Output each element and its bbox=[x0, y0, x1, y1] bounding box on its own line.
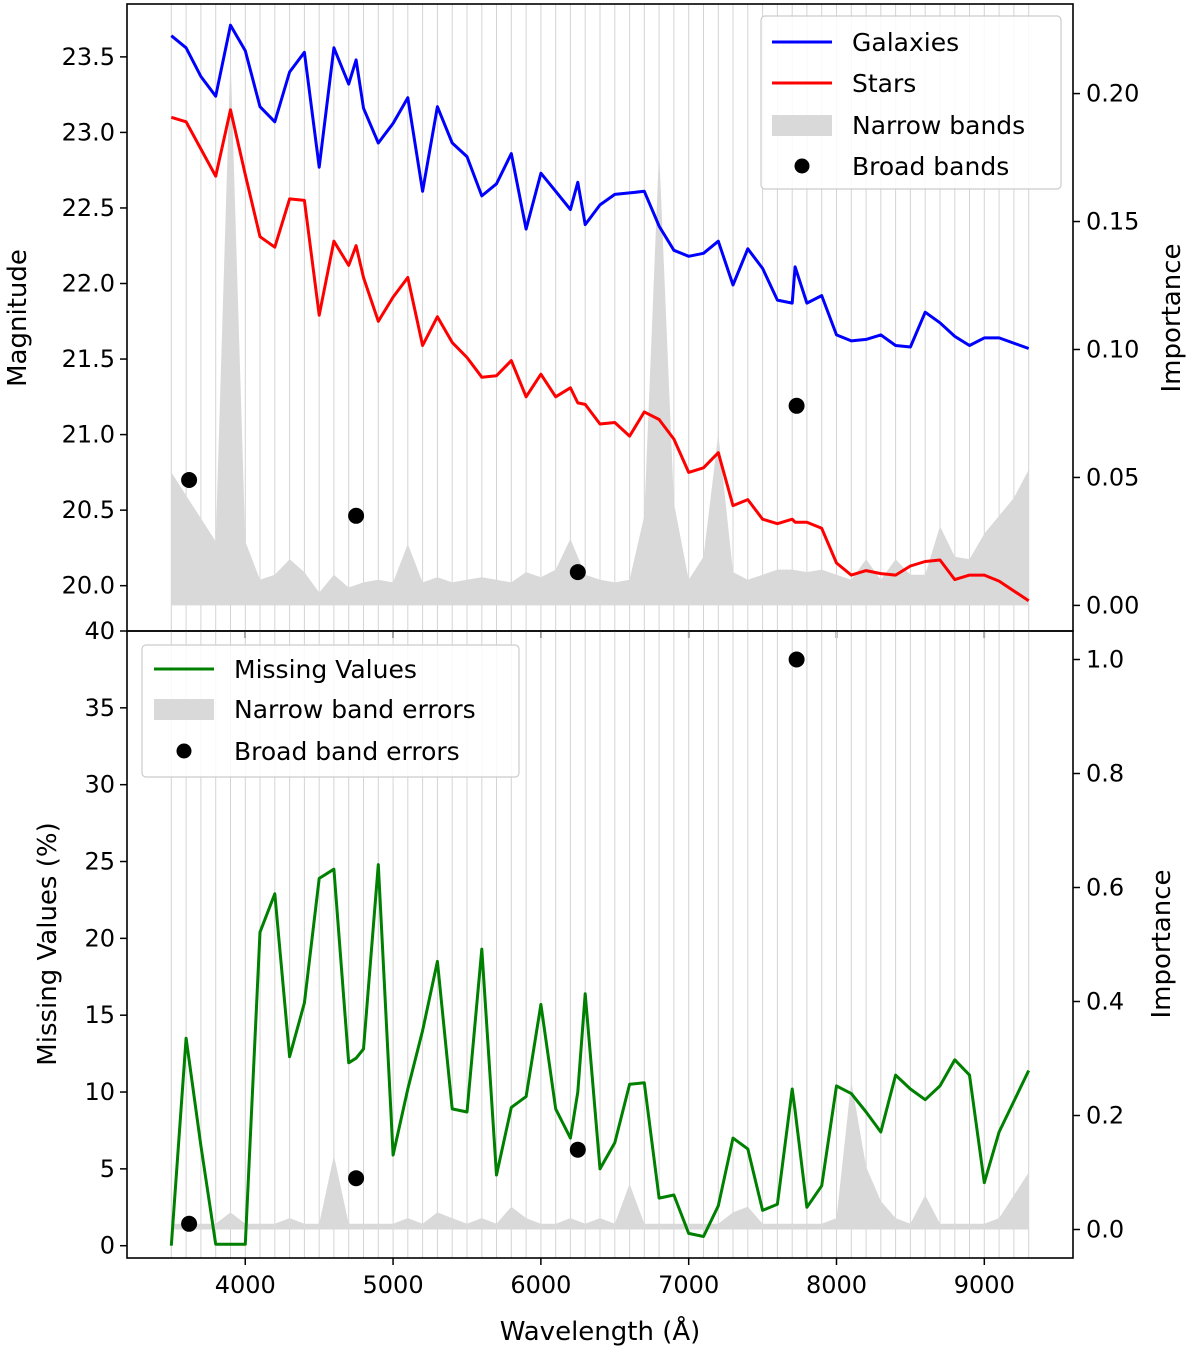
y-tick-label: 20 bbox=[84, 924, 115, 952]
narrow-band-errors-area bbox=[171, 1081, 1029, 1230]
y-tick-label: 21.5 bbox=[62, 345, 115, 373]
y-tick-label: 21.0 bbox=[62, 421, 115, 449]
y2-tick-label: 0.6 bbox=[1086, 874, 1124, 902]
broad-band-point bbox=[569, 1141, 586, 1158]
top-legend-box bbox=[760, 15, 1062, 190]
missing-values-line bbox=[169, 863, 1031, 1246]
legend-galaxies-label: Galaxies bbox=[852, 28, 959, 57]
x-tick-label: 5000 bbox=[363, 1271, 424, 1299]
x-tick-label: 4000 bbox=[215, 1271, 276, 1299]
bottom-legend-box bbox=[141, 644, 520, 778]
y-tick-label: 5 bbox=[100, 1155, 115, 1183]
broad-band-point bbox=[788, 397, 805, 414]
y-tick-label: 20.5 bbox=[62, 496, 115, 524]
broad-band-point bbox=[181, 472, 198, 488]
bottom-panel: 0 5 10 15 20 25 30 35 40 0.0 0.2 0.4 0.6 0.8 1.0 4000 50… bbox=[33, 617, 1177, 1347]
broad-band-point bbox=[569, 564, 586, 581]
broad-band-point bbox=[788, 651, 805, 668]
stars-line bbox=[170, 108, 1030, 603]
y-tick-label: 23.5 bbox=[62, 43, 115, 71]
y-tick-label: 15 bbox=[84, 1001, 115, 1029]
y2-tick-label: 0.00 bbox=[1086, 591, 1139, 619]
y-tick-label: 0 bbox=[100, 1232, 115, 1260]
x-axis-label: Wavelength (Å) bbox=[500, 1315, 701, 1347]
legend-narrow-bands-label: Narrow bands bbox=[852, 111, 1025, 140]
legend-broad-bands-label: Broad bands bbox=[852, 152, 1009, 181]
bottom-plot-frame bbox=[126, 630, 1074, 1259]
narrow-bands-area bbox=[171, 55, 1029, 606]
y2-tick-label: 0.20 bbox=[1086, 80, 1139, 108]
bottom-legend: Missing Values Narrow band errors Broad … bbox=[141, 644, 520, 778]
bottom-y-axis-label: Missing Values (%) bbox=[33, 822, 63, 1065]
broad-band-point bbox=[181, 1215, 198, 1232]
y2-tick-label: 0.15 bbox=[1086, 208, 1139, 236]
top-panel: 20.0 20.5 21.0 21.5 22.0 22.5 23.0 23.5 0.00 0.05… bbox=[3, 3, 1187, 638]
y-tick-label: 35 bbox=[84, 694, 115, 722]
top-ticks: 20.0 20.5 21.0 21.5 22.0 22.5 23.0 23.5 0.00 0.05… bbox=[62, 43, 1139, 638]
y2-tick-label: 0.8 bbox=[1086, 760, 1124, 788]
y-tick-label: 20.0 bbox=[62, 572, 115, 600]
y-tick-label: 40 bbox=[84, 617, 115, 645]
x-tick-label: 8000 bbox=[806, 1271, 867, 1299]
x-tick-label: 9000 bbox=[954, 1271, 1015, 1299]
legend-narrow-bands-swatch bbox=[772, 115, 832, 136]
y-tick-label: 23.0 bbox=[62, 118, 115, 146]
legend-narrow-band-errors-swatch bbox=[154, 699, 214, 720]
y-tick-label: 22.5 bbox=[62, 194, 115, 222]
legend-missing-values-label: Missing Values bbox=[234, 655, 417, 684]
legend-broad-band-errors-marker bbox=[176, 743, 192, 759]
y-tick-label: 10 bbox=[84, 1078, 115, 1106]
bottom-y2-axis-label: Importance bbox=[1147, 870, 1177, 1019]
y2-tick-label: 0.05 bbox=[1086, 463, 1139, 491]
top-y2-axis-label: Importance bbox=[1157, 244, 1187, 393]
legend-narrow-band-errors-label: Narrow band errors bbox=[234, 695, 476, 724]
y2-tick-label: 0.10 bbox=[1086, 335, 1139, 363]
top-legend: Galaxies Stars Narrow bands Broad bands bbox=[760, 15, 1062, 190]
broad-bands-points bbox=[181, 397, 805, 581]
galaxies-line bbox=[170, 23, 1030, 350]
y-tick-label: 22.0 bbox=[62, 270, 115, 298]
bottom-ticks: 0 5 10 15 20 25 30 35 40 0.0 0.2 0.4 0.6 0.8 1.0 4000 50… bbox=[84, 617, 1124, 1299]
broad-band-point bbox=[348, 1170, 365, 1187]
y2-tick-label: 1.0 bbox=[1086, 646, 1124, 674]
legend-broad-bands-marker bbox=[794, 158, 810, 174]
top-y-axis-label: Magnitude bbox=[3, 249, 33, 387]
y2-tick-label: 0.2 bbox=[1086, 1102, 1124, 1130]
y2-tick-label: 0.4 bbox=[1086, 988, 1124, 1016]
legend-broad-band-errors-label: Broad band errors bbox=[234, 737, 460, 766]
broad-band-errors-points bbox=[181, 651, 805, 1232]
y2-tick-label: 0.0 bbox=[1086, 1216, 1124, 1244]
legend-stars-label: Stars bbox=[852, 69, 916, 98]
y-tick-label: 30 bbox=[84, 771, 115, 799]
x-tick-label: 7000 bbox=[658, 1271, 719, 1299]
y-tick-label: 25 bbox=[84, 848, 115, 876]
broad-band-point bbox=[348, 507, 365, 524]
x-tick-label: 6000 bbox=[510, 1271, 571, 1299]
